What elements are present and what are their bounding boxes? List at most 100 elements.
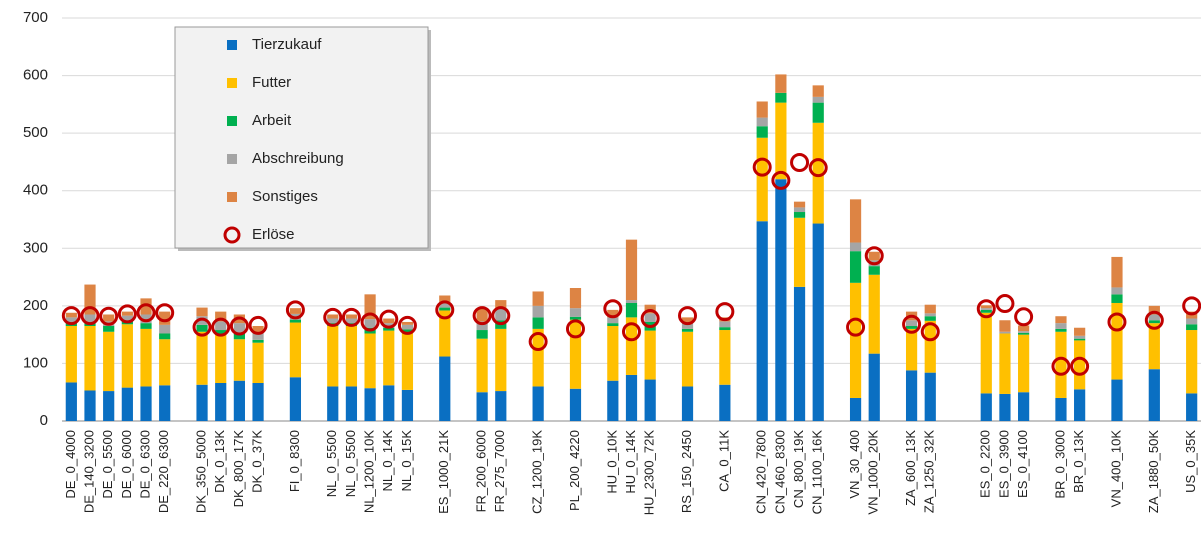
legend	[174, 26, 429, 249]
bar-segment	[327, 314, 339, 319]
x-tick-label: PL_200_4220	[567, 430, 582, 511]
bar-segment	[1055, 316, 1067, 324]
bar-segment	[532, 328, 544, 387]
marker	[902, 314, 922, 334]
bar-segment	[719, 327, 731, 331]
x-tick-label: ES_0_3900	[996, 430, 1011, 498]
bar-segment	[121, 311, 133, 316]
marker	[80, 306, 100, 326]
bar-segment	[196, 331, 208, 385]
bar-segment	[1111, 256, 1123, 288]
bar-segment	[849, 397, 862, 421]
bar-segment	[1018, 331, 1030, 333]
bar-segment	[65, 326, 77, 383]
bar-segment	[439, 356, 451, 421]
bar-segment	[849, 242, 862, 252]
bar-segment	[719, 330, 731, 385]
bar-segment	[215, 311, 227, 322]
bar-segment	[327, 386, 339, 421]
bar-segment	[140, 314, 152, 324]
bar-segment	[719, 321, 731, 328]
bar-segment	[495, 300, 507, 309]
x-tick-label: NL_0_15K	[399, 430, 414, 492]
bar-segment	[1186, 330, 1198, 394]
legend-swatch	[227, 154, 237, 164]
x-tick-label: NL_0_5500	[343, 430, 358, 497]
marker	[1107, 312, 1127, 332]
bar-segment	[1018, 332, 1030, 335]
bar-segment	[345, 318, 358, 324]
bar-segment	[532, 317, 544, 329]
bar-segment	[495, 308, 507, 321]
bar-segment	[289, 322, 302, 378]
bar-segment	[1018, 325, 1030, 332]
x-tick-label: DE_0_4000	[63, 430, 78, 499]
bar-segment	[364, 319, 376, 328]
bar-segment	[1148, 320, 1160, 324]
bar-segment	[439, 310, 451, 357]
bar-segment	[793, 212, 806, 218]
x-tick-label: NL_1200_10K	[362, 430, 377, 513]
bar-segment	[84, 314, 96, 324]
bar-segment	[924, 320, 936, 373]
bar-segment	[999, 333, 1011, 394]
bar-segment	[476, 338, 488, 393]
bar-segment	[289, 377, 302, 421]
y-tick-label: 100	[23, 354, 48, 371]
x-tick-label: VN_400_10K	[1108, 430, 1123, 508]
bar-segment	[607, 317, 619, 324]
bar-segment	[625, 302, 638, 318]
marker	[1051, 356, 1071, 376]
marker	[491, 306, 511, 326]
bar-segment	[681, 328, 694, 332]
x-tick-label: ES_1000_21K	[436, 430, 451, 514]
bar-segment	[1074, 340, 1086, 390]
bar-segment	[681, 317, 694, 324]
bar-segment	[980, 309, 992, 313]
bar-segment	[681, 386, 694, 421]
x-tick-label: DE_0_5500	[100, 430, 115, 499]
marker	[341, 307, 361, 327]
x-tick-label: RS_150_2450	[679, 430, 694, 513]
x-tick-label: US_0_35K	[1183, 430, 1198, 493]
marker	[285, 300, 305, 320]
bar-segment	[476, 392, 488, 421]
bar-segment	[775, 92, 787, 103]
marker	[771, 170, 791, 190]
legend-label: Tierzukauf	[252, 36, 322, 53]
marker	[360, 312, 380, 332]
y-tick-label: 600	[23, 67, 48, 84]
x-tick-label: HU_2300_72K	[642, 430, 657, 516]
bar-segment	[924, 313, 936, 317]
x-tick-label: CN_460_8300	[772, 430, 787, 514]
bar-segment	[1111, 287, 1123, 295]
bar-segment	[215, 334, 227, 384]
x-tick-label: CA_0_11K	[716, 430, 731, 492]
marker	[640, 309, 660, 329]
bar-segment	[1186, 393, 1198, 421]
bar-segment	[793, 201, 806, 208]
bar-segment	[775, 102, 787, 180]
bar-segment	[1186, 318, 1198, 325]
bar-segment	[793, 217, 806, 287]
bar-segment	[1074, 327, 1086, 336]
bar-segment	[1055, 331, 1067, 398]
bar-segment	[999, 320, 1011, 332]
bar-segment	[644, 330, 656, 380]
bar-segment	[1055, 397, 1067, 421]
marker	[472, 306, 492, 326]
bar-segment	[215, 321, 227, 331]
bar-segment	[476, 330, 488, 339]
x-tick-label: CN_1100_16K	[810, 430, 825, 515]
bar-segment	[607, 323, 619, 327]
bar-segment	[980, 393, 992, 421]
bar-segment	[905, 370, 918, 421]
bar-segment	[812, 85, 824, 97]
bar-segment	[607, 380, 619, 421]
bar-segment	[625, 239, 638, 301]
bar-segment	[383, 330, 395, 386]
bar-segment	[849, 199, 862, 243]
bar-segment	[793, 207, 806, 213]
bar-segment	[756, 221, 768, 421]
